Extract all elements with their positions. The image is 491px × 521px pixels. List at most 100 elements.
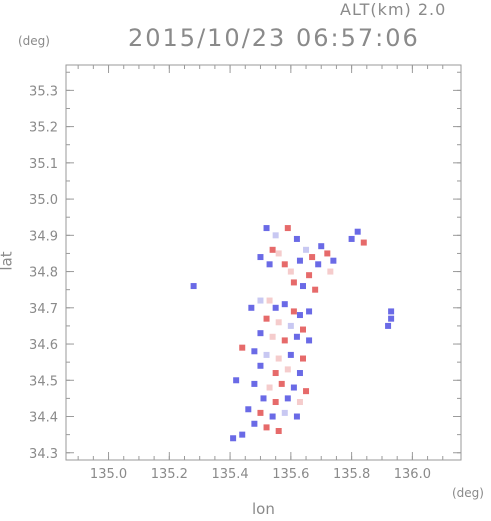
data-point: [248, 304, 255, 311]
data-point: [284, 395, 291, 402]
y-tick-label: 35.2: [29, 121, 58, 136]
data-point: [269, 246, 276, 253]
data-point: [239, 431, 246, 438]
data-point: [293, 235, 300, 242]
data-point: [290, 308, 297, 315]
data-point: [251, 348, 258, 355]
data-point: [260, 395, 267, 402]
data-point: [257, 409, 264, 416]
data-point: [275, 250, 282, 257]
plot-frame: [65, 64, 462, 461]
data-point: [360, 239, 367, 246]
data-point: [284, 225, 291, 232]
data-point: [275, 355, 282, 362]
data-point: [296, 370, 303, 377]
data-point: [296, 312, 303, 319]
data-point: [272, 399, 279, 406]
data-point: [388, 308, 395, 315]
data-point: [354, 228, 361, 235]
data-point: [263, 225, 270, 232]
y-tick-label: 34.5: [29, 374, 58, 389]
data-point: [290, 384, 297, 391]
data-point: [275, 319, 282, 326]
data-point: [348, 235, 355, 242]
data-point: [296, 399, 303, 406]
x-tick-label: 135.8: [333, 467, 370, 482]
data-point: [272, 232, 279, 239]
data-point: [281, 301, 288, 308]
data-point: [293, 413, 300, 420]
x-ticks: 135.0 135.2 135.4 135.6 135.8 136.0: [77, 65, 444, 482]
data-point: [330, 257, 337, 264]
y-tick-label: 34.6: [29, 338, 58, 353]
y-tick-label: 35.3: [29, 84, 58, 99]
data-point: [251, 380, 258, 387]
data-point: [266, 384, 273, 391]
y-tick-label: 34.4: [29, 411, 58, 426]
data-point: [300, 283, 306, 290]
data-point: [306, 308, 313, 315]
data-point: [300, 326, 306, 333]
data-point: [318, 243, 325, 250]
data-point: [263, 315, 270, 322]
data-point: [278, 380, 285, 387]
data-point: [306, 272, 313, 279]
x-tick-label: 136.0: [394, 467, 431, 482]
data-point: [385, 322, 392, 329]
data-point: [309, 254, 316, 261]
y-tick-label: 34.9: [29, 229, 58, 244]
data-point: [284, 366, 291, 373]
altitude-label-text: ALT(km): [340, 0, 412, 19]
data-point: [263, 351, 270, 358]
data-point: [290, 279, 297, 286]
altitude-value: 2.0: [417, 0, 447, 19]
data-point: [272, 304, 279, 311]
x-axis-unit: (deg): [452, 486, 484, 500]
data-point: [287, 351, 294, 358]
y-tick-label: 34.3: [29, 447, 58, 462]
y-tick-label: 34.7: [29, 302, 58, 317]
y-tick-label: 35.1: [29, 157, 58, 172]
data-point: [327, 268, 334, 275]
x-axis-label: lon: [252, 500, 275, 518]
x-tick-label: 135.0: [90, 467, 127, 482]
data-point: [245, 406, 252, 413]
data-point: [296, 257, 303, 264]
data-point: [281, 337, 288, 344]
altitude-label: ALT(km) 2.0: [340, 0, 446, 19]
data-point: [287, 322, 294, 329]
data-point: [281, 261, 288, 268]
data-point: [233, 377, 240, 384]
data-point: [269, 333, 276, 340]
data-point: [257, 254, 264, 261]
data-point: [251, 420, 258, 427]
x-tick-label: 135.6: [272, 467, 309, 482]
data-point: [266, 297, 273, 304]
data-point: [272, 370, 279, 377]
data-point: [388, 315, 395, 322]
y-tick-label: 34.8: [29, 266, 58, 281]
data-point: [312, 286, 319, 293]
data-point: [287, 268, 294, 275]
data-point: [269, 413, 276, 420]
data-point: [324, 250, 331, 257]
data-point: [257, 362, 264, 369]
data-point: [263, 424, 270, 431]
data-point: [266, 261, 273, 268]
data-point: [190, 283, 197, 290]
x-tick-label: 135.4: [211, 467, 248, 482]
y-ticks: 34.3 34.4 34.5 34.6 34.7 34.8 34.9 35.0 35.1 35.2…: [29, 71, 461, 462]
data-points: [190, 225, 395, 442]
data-point: [303, 388, 310, 395]
y-axis-unit: (deg): [18, 34, 50, 48]
data-point: [281, 409, 288, 416]
data-point: [300, 355, 306, 362]
data-point: [230, 435, 237, 442]
chart-datetime: 2015/10/23 06:57:06: [128, 24, 420, 52]
y-tick-label: 35.0: [29, 193, 58, 208]
data-point: [275, 428, 282, 435]
x-tick-label: 135.2: [151, 467, 188, 482]
data-point: [315, 261, 322, 268]
data-point: [303, 246, 310, 253]
